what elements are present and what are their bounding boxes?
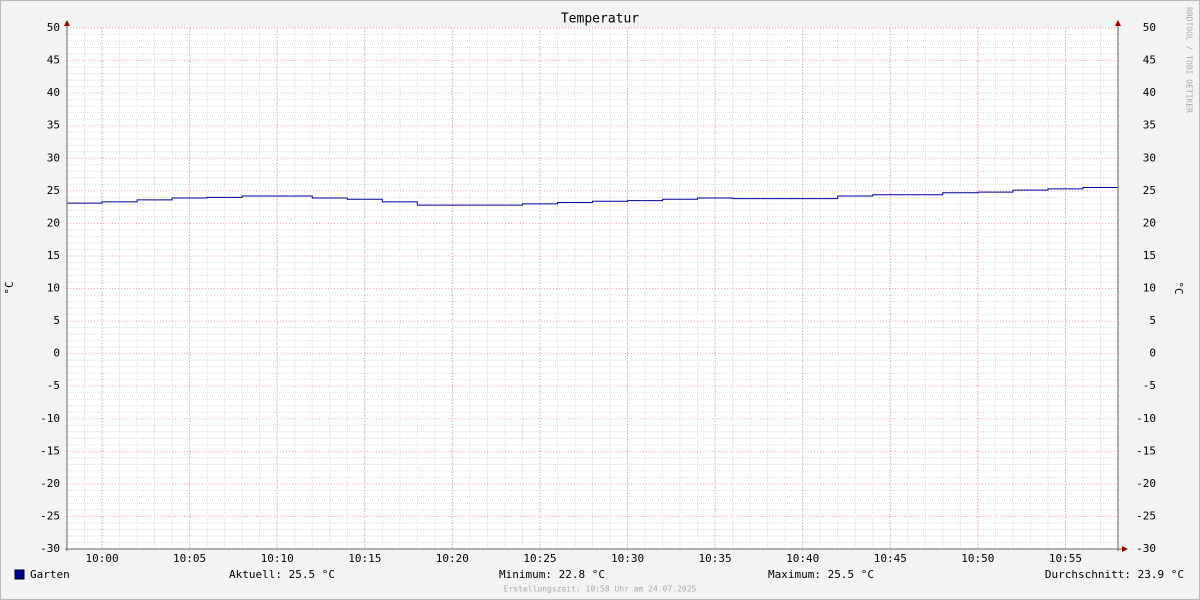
y-tick-label: -15 [40,444,60,457]
y-tick-label: 15 [47,249,60,262]
y-tick-label: -30 [40,542,60,555]
y-tick-label: 50 [47,21,60,34]
stat: Aktuell: 25.5 °C [229,568,335,581]
legend-swatch [14,569,25,580]
y2-tick-label: 25 [1143,184,1156,197]
y2-tick-label: -25 [1136,509,1156,522]
y-tick-label: 25 [47,184,60,197]
stat: Maximum: 25.5 °C [768,568,874,581]
axis-arrow [1115,20,1121,26]
y2-tick-label: 20 [1143,216,1156,229]
y2-tick-label: -10 [1136,412,1156,425]
series-line [67,187,1118,206]
y2-tick-label: 5 [1149,314,1156,327]
footer: Erstellungszeit: 10:58 Uhr am 24.07.2025 [504,585,697,594]
x-tick-label: 10:40 [786,552,819,565]
axis-arrow [64,20,70,26]
y2-tick-label: -15 [1136,444,1156,457]
x-tick-label: 10:05 [173,552,206,565]
y-tick-label: 5 [53,314,60,327]
x-tick-label: 10:30 [611,552,644,565]
x-tick-label: 10:10 [261,552,294,565]
y2-tick-label: 45 [1143,54,1156,67]
y2-tick-label: 0 [1149,347,1156,360]
y-tick-label: 0 [53,347,60,360]
y2-axis-label: °C [1172,281,1185,294]
y2-tick-label: -5 [1143,379,1156,392]
x-tick-label: 10:50 [961,552,994,565]
marks [67,187,1118,206]
y2-tick-label: 35 [1143,119,1156,132]
y2-tick-label: -20 [1136,477,1156,490]
y-tick-label: 45 [47,54,60,67]
y2-tick-label: 15 [1143,249,1156,262]
y-tick-label: 40 [47,86,60,99]
y-tick-label: -25 [40,509,60,522]
y-tick-label: 20 [47,216,60,229]
x-tick-label: 10:55 [1049,552,1082,565]
y2-tick-label: 10 [1143,282,1156,295]
y2-tick-label: 40 [1143,86,1156,99]
x-tick-label: 10:25 [523,552,556,565]
y-tick-label: 30 [47,151,60,164]
y2-tick-label: 50 [1143,21,1156,34]
y-tick-label: -10 [40,412,60,425]
y-tick-label: -20 [40,477,60,490]
legend-label: Garten [30,568,70,581]
y-axis-label: °C [3,281,16,294]
x-tick-label: 10:35 [699,552,732,565]
y-tick-label: -5 [47,379,60,392]
y-tick-label: 35 [47,119,60,132]
y2-tick-label: -30 [1136,542,1156,555]
grid [66,27,1119,550]
stat: Minimum: 22.8 °C [499,568,605,581]
chart-title: Temperatur [561,12,639,27]
y-tick-label: 10 [47,282,60,295]
y2-tick-label: 30 [1143,151,1156,164]
watermark: RRDTOOL / TOBI OETIKER [1185,7,1194,113]
x-tick-label: 10:20 [436,552,469,565]
x-tick-label: 10:15 [348,552,381,565]
x-tick-label: 10:45 [874,552,907,565]
x-tick-label: 10:00 [85,552,118,565]
axis-arrow [1122,546,1128,552]
stat: Durchschnitt: 23.9 °C [1045,568,1184,581]
